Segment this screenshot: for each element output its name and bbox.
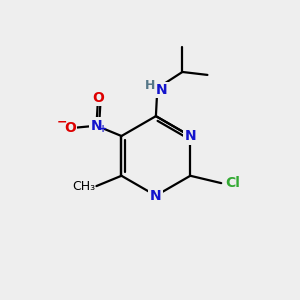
Text: N: N xyxy=(150,189,162,202)
Text: Cl: Cl xyxy=(225,176,240,190)
Text: N: N xyxy=(156,82,168,97)
Text: O: O xyxy=(64,121,76,135)
Text: O: O xyxy=(92,91,104,105)
Text: −: − xyxy=(56,115,67,128)
Text: N: N xyxy=(91,119,102,133)
Text: CH₃: CH₃ xyxy=(72,180,95,193)
Text: +: + xyxy=(99,124,107,134)
Text: H: H xyxy=(145,79,155,92)
Text: N: N xyxy=(184,129,196,143)
